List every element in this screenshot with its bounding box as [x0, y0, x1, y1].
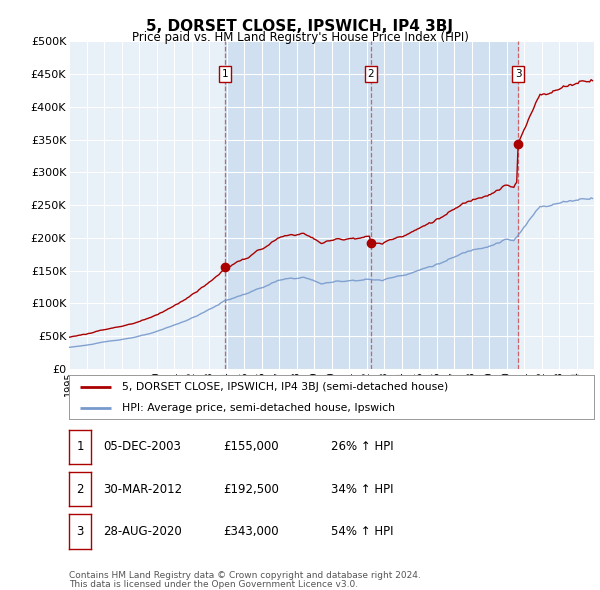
Text: 30-MAR-2012: 30-MAR-2012: [103, 483, 182, 496]
Text: 2: 2: [368, 69, 374, 79]
Text: Price paid vs. HM Land Registry's House Price Index (HPI): Price paid vs. HM Land Registry's House …: [131, 31, 469, 44]
Text: 34% ↑ HPI: 34% ↑ HPI: [331, 483, 394, 496]
Text: Contains HM Land Registry data © Crown copyright and database right 2024.: Contains HM Land Registry data © Crown c…: [69, 571, 421, 580]
Text: 54% ↑ HPI: 54% ↑ HPI: [331, 525, 394, 538]
Text: 2: 2: [76, 483, 84, 496]
Text: This data is licensed under the Open Government Licence v3.0.: This data is licensed under the Open Gov…: [69, 579, 358, 589]
Text: 1: 1: [222, 69, 229, 79]
Text: 28-AUG-2020: 28-AUG-2020: [103, 525, 182, 538]
Text: £155,000: £155,000: [223, 440, 279, 453]
Text: 1: 1: [76, 440, 84, 453]
Text: 26% ↑ HPI: 26% ↑ HPI: [331, 440, 394, 453]
Bar: [225, 41, 371, 369]
Text: £192,500: £192,500: [223, 483, 279, 496]
Bar: [371, 41, 518, 369]
Text: HPI: Average price, semi-detached house, Ipswich: HPI: Average price, semi-detached house,…: [121, 403, 395, 413]
Text: 3: 3: [515, 69, 521, 79]
Text: 3: 3: [76, 525, 84, 538]
Text: £343,000: £343,000: [223, 525, 279, 538]
Text: 5, DORSET CLOSE, IPSWICH, IP4 3BJ (semi-detached house): 5, DORSET CLOSE, IPSWICH, IP4 3BJ (semi-…: [121, 382, 448, 392]
Text: 5, DORSET CLOSE, IPSWICH, IP4 3BJ: 5, DORSET CLOSE, IPSWICH, IP4 3BJ: [146, 19, 454, 34]
Text: 05-DEC-2003: 05-DEC-2003: [103, 440, 181, 453]
